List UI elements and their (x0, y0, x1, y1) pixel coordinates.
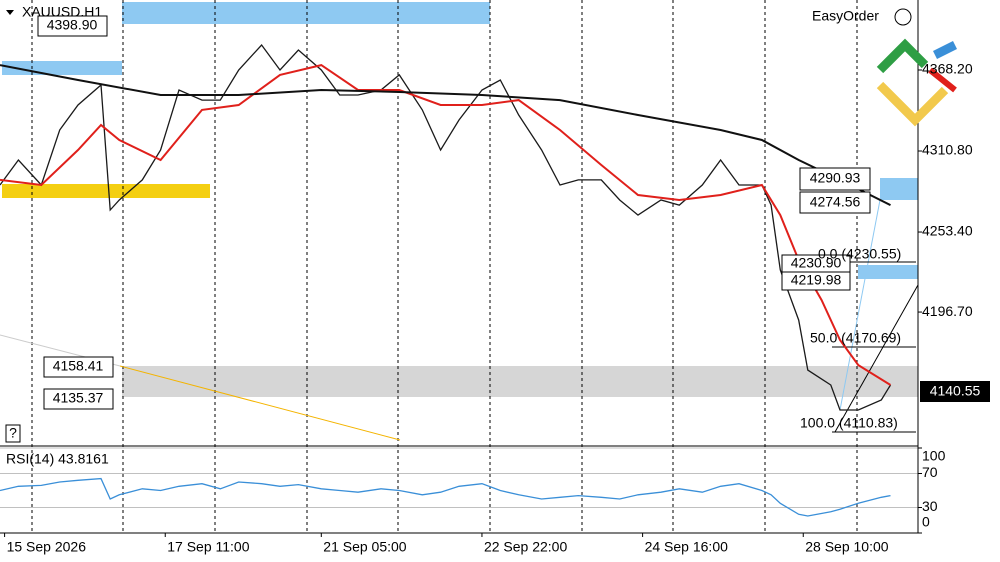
help-label[interactable]: ? (9, 425, 17, 441)
price-label-box (799, 191, 871, 214)
zone (858, 265, 918, 279)
x-tick-label: 17 Sep 11:00 (167, 539, 249, 555)
series-line (0, 43, 892, 411)
y-tick-label: 100 (922, 448, 946, 464)
y-tick-label: 4310.80 (922, 142, 973, 158)
plugin-label[interactable]: EasyOrder (812, 8, 879, 24)
plot (0, 43, 918, 534)
y-tick-label: 4253.40 (922, 223, 973, 239)
indicator-title: RSI(14) 43.8161 (6, 451, 109, 467)
trend-line (839, 199, 881, 411)
price-label: 4274.56 (810, 194, 861, 210)
zone (880, 178, 918, 200)
price-label: 4158.41 (53, 358, 104, 374)
fib-label: 100.0 (4110.83) (800, 415, 898, 431)
x-tick-label: 28 Sep 10:00 (805, 539, 889, 555)
current-price: 4140.55 (930, 383, 981, 399)
price-label-box (43, 388, 114, 410)
menu-arrow[interactable] (6, 10, 14, 15)
x-tick-label: 21 Sep 05:00 (323, 539, 407, 555)
smiley (894, 8, 912, 26)
price-label: 4219.98 (791, 272, 842, 288)
zone (122, 366, 918, 397)
series-line (0, 64, 891, 206)
y-tick-label: 30 (922, 498, 938, 514)
price-label: 4135.37 (53, 390, 104, 406)
price-label: 4230.90 (791, 255, 842, 271)
y-tick-label: 70 (922, 464, 938, 480)
zone (2, 184, 210, 198)
trend-line (119, 365, 401, 441)
series-line (0, 477, 891, 517)
price-label-box (799, 167, 871, 191)
zone (122, 2, 490, 24)
price-label-box (37, 15, 108, 37)
trend-line (834, 284, 919, 433)
current-price-box (920, 381, 990, 402)
price-label-box (781, 271, 851, 291)
fib-label: 0.0 (4230.55) (818, 246, 901, 262)
y-tick-label: 4368.20 (922, 61, 973, 77)
series-line (0, 64, 892, 386)
vertical-grid (31, 0, 858, 533)
price-label-box (43, 356, 114, 378)
y-tick-label: 0 (922, 514, 930, 530)
y-tick-label: 4196.70 (922, 303, 973, 319)
x-tick-label: 22 Sep 22:00 (484, 539, 568, 555)
x-tick-label: 15 Sep 2026 (7, 539, 87, 555)
fib-label: 50.0 (4170.69) (810, 330, 901, 346)
help-button[interactable] (5, 424, 21, 443)
price-label: 4398.90 (47, 17, 98, 33)
x-tick-label: 24 Sep 16:00 (645, 539, 729, 555)
logo (876, 38, 958, 127)
price-label: 4290.93 (810, 170, 861, 186)
